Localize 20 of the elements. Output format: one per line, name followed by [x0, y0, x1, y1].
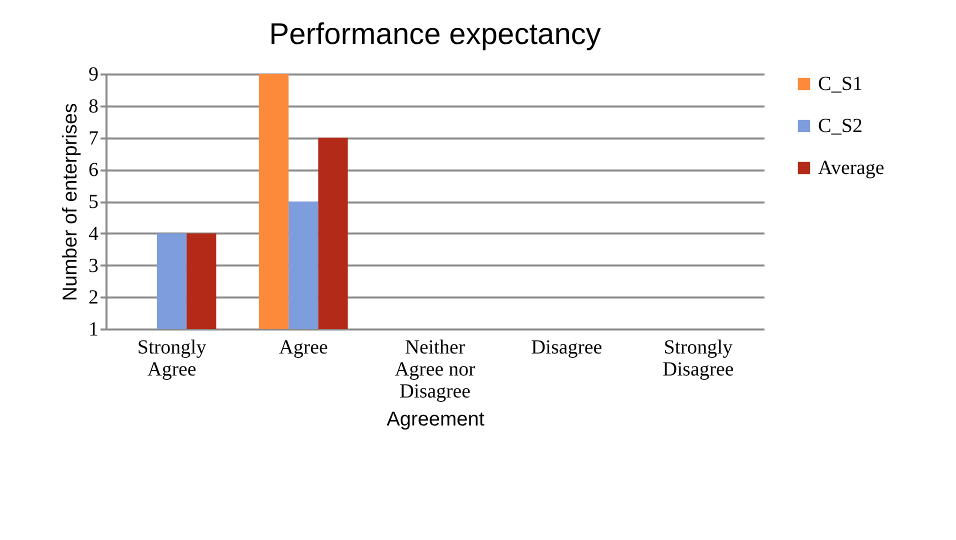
y-tick-label: 4	[88, 222, 98, 245]
y-tick-label: 6	[88, 159, 98, 182]
y-axis-title: Number of enterprises	[60, 103, 82, 301]
x-tick-label: Agree	[278, 336, 328, 358]
x-tick-label: Strongly Agree	[137, 336, 206, 380]
x-axis-title: Agreement	[386, 408, 485, 430]
legend-label: C_S1	[818, 73, 862, 95]
y-tick-label: 8	[88, 95, 98, 118]
y-tick-label: 3	[88, 254, 98, 277]
x-tick-label: Strongly Disagree	[662, 336, 734, 380]
y-tick-label: 2	[88, 286, 98, 309]
y-tick-label: 7	[88, 127, 98, 150]
y-tick-label: 1	[88, 318, 98, 340]
x-tick-label: Neither Agree nor Disagree	[394, 336, 476, 402]
x-tick-label: Disagree	[531, 336, 602, 358]
y-tick-label: 5	[88, 191, 98, 213]
legend-label: C_S2	[818, 115, 862, 137]
y-tick-label: 9	[88, 64, 98, 86]
chart-title: Performance expectancy	[269, 18, 601, 51]
legend-label: Average	[818, 157, 884, 179]
